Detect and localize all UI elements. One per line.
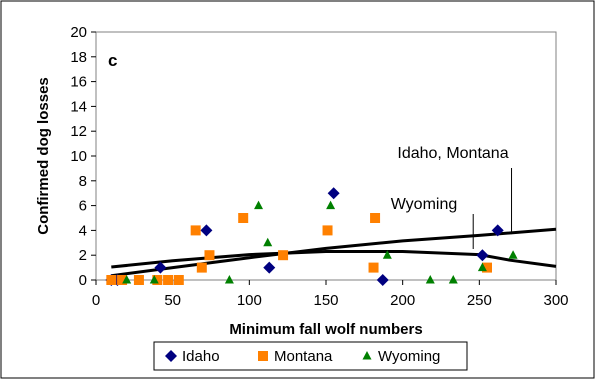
y-tick-label: 12 — [70, 123, 87, 140]
data-point-idaho — [154, 261, 167, 274]
x-tick-label: 0 — [92, 292, 100, 309]
data-points — [105, 187, 518, 286]
data-point-montana — [368, 262, 379, 273]
y-tick-label: 14 — [70, 98, 87, 115]
trend-lines — [111, 227, 557, 278]
x-axis: 0 50 100 150 200 250 300 — [92, 280, 569, 309]
data-point-montana — [196, 262, 207, 273]
data-point-wyoming — [448, 275, 458, 284]
y-axis-label: Confirmed dog losses — [35, 77, 52, 235]
data-point-montana — [370, 213, 381, 223]
trend-line — [111, 250, 557, 269]
data-point-wyoming — [122, 275, 132, 284]
legend-marker-idaho — [165, 350, 177, 362]
x-tick-label: 100 — [237, 292, 262, 309]
data-point-montana — [278, 250, 289, 261]
data-point-wyoming — [254, 200, 264, 210]
data-point-montana — [133, 275, 144, 285]
y-tick-label: 16 — [70, 74, 87, 91]
x-axis-label: Minimum fall wolf numbers — [229, 321, 422, 338]
data-point-idaho — [376, 274, 389, 286]
y-tick-label: 18 — [70, 49, 87, 66]
panel-label: c — [108, 51, 117, 70]
x-tick-label: 250 — [467, 292, 492, 309]
y-tick-label: 20 — [70, 24, 87, 41]
data-point-idaho — [327, 187, 340, 200]
legend-marker-montana — [258, 351, 268, 361]
data-point-idaho — [491, 224, 504, 237]
data-point-idaho — [476, 249, 489, 262]
y-tick-label: 8 — [79, 173, 87, 190]
data-point-wyoming — [477, 262, 487, 272]
data-point-wyoming — [149, 275, 159, 284]
y-tick-label: 4 — [79, 222, 87, 239]
y-tick-label: 6 — [79, 198, 87, 215]
data-point-montana — [106, 275, 117, 285]
trend-line — [111, 227, 557, 278]
x-tick-label: 200 — [390, 292, 415, 309]
data-point-montana — [117, 275, 128, 285]
data-point-montana — [482, 262, 492, 273]
data-point-wyoming — [263, 237, 273, 247]
data-point-wyoming — [382, 250, 392, 259]
x-tick-label: 150 — [313, 292, 338, 309]
data-point-montana — [322, 225, 333, 236]
data-point-montana — [238, 213, 249, 223]
data-point-montana — [190, 225, 201, 236]
legend-box — [153, 341, 468, 371]
annotations: Idaho, Montana Wyoming — [391, 145, 513, 249]
legend-marker-wyoming — [362, 351, 372, 360]
x-tick-label: 50 — [164, 292, 181, 309]
data-point-montana — [204, 250, 215, 261]
data-point-idaho — [263, 261, 276, 274]
y-tick-label: 0 — [79, 272, 87, 289]
data-point-wyoming — [224, 275, 234, 284]
data-point-montana — [173, 275, 184, 285]
annotation-idaho-montana: Idaho, Montana — [397, 145, 508, 162]
y-axis: 0 2 4 6 8 10 12 14 16 18 20 — [70, 24, 96, 289]
legend-label-wyoming: Wyoming — [378, 348, 440, 365]
data-point-wyoming — [425, 275, 435, 284]
legend-label-idaho: Idaho — [182, 348, 220, 365]
annotation-wyoming: Wyoming — [391, 196, 458, 213]
data-point-wyoming — [326, 200, 336, 210]
legend-label-montana: Montana — [274, 348, 333, 365]
y-tick-label: 10 — [70, 148, 87, 165]
plot-area-border — [95, 31, 557, 281]
x-tick-label: 300 — [543, 292, 568, 309]
y-tick-label: 2 — [79, 247, 87, 264]
data-point-montana — [152, 275, 163, 285]
data-point-montana — [163, 275, 174, 285]
data-point-idaho — [200, 224, 213, 237]
data-point-wyoming — [508, 250, 518, 259]
legend: Idaho Montana Wyoming — [153, 341, 468, 371]
